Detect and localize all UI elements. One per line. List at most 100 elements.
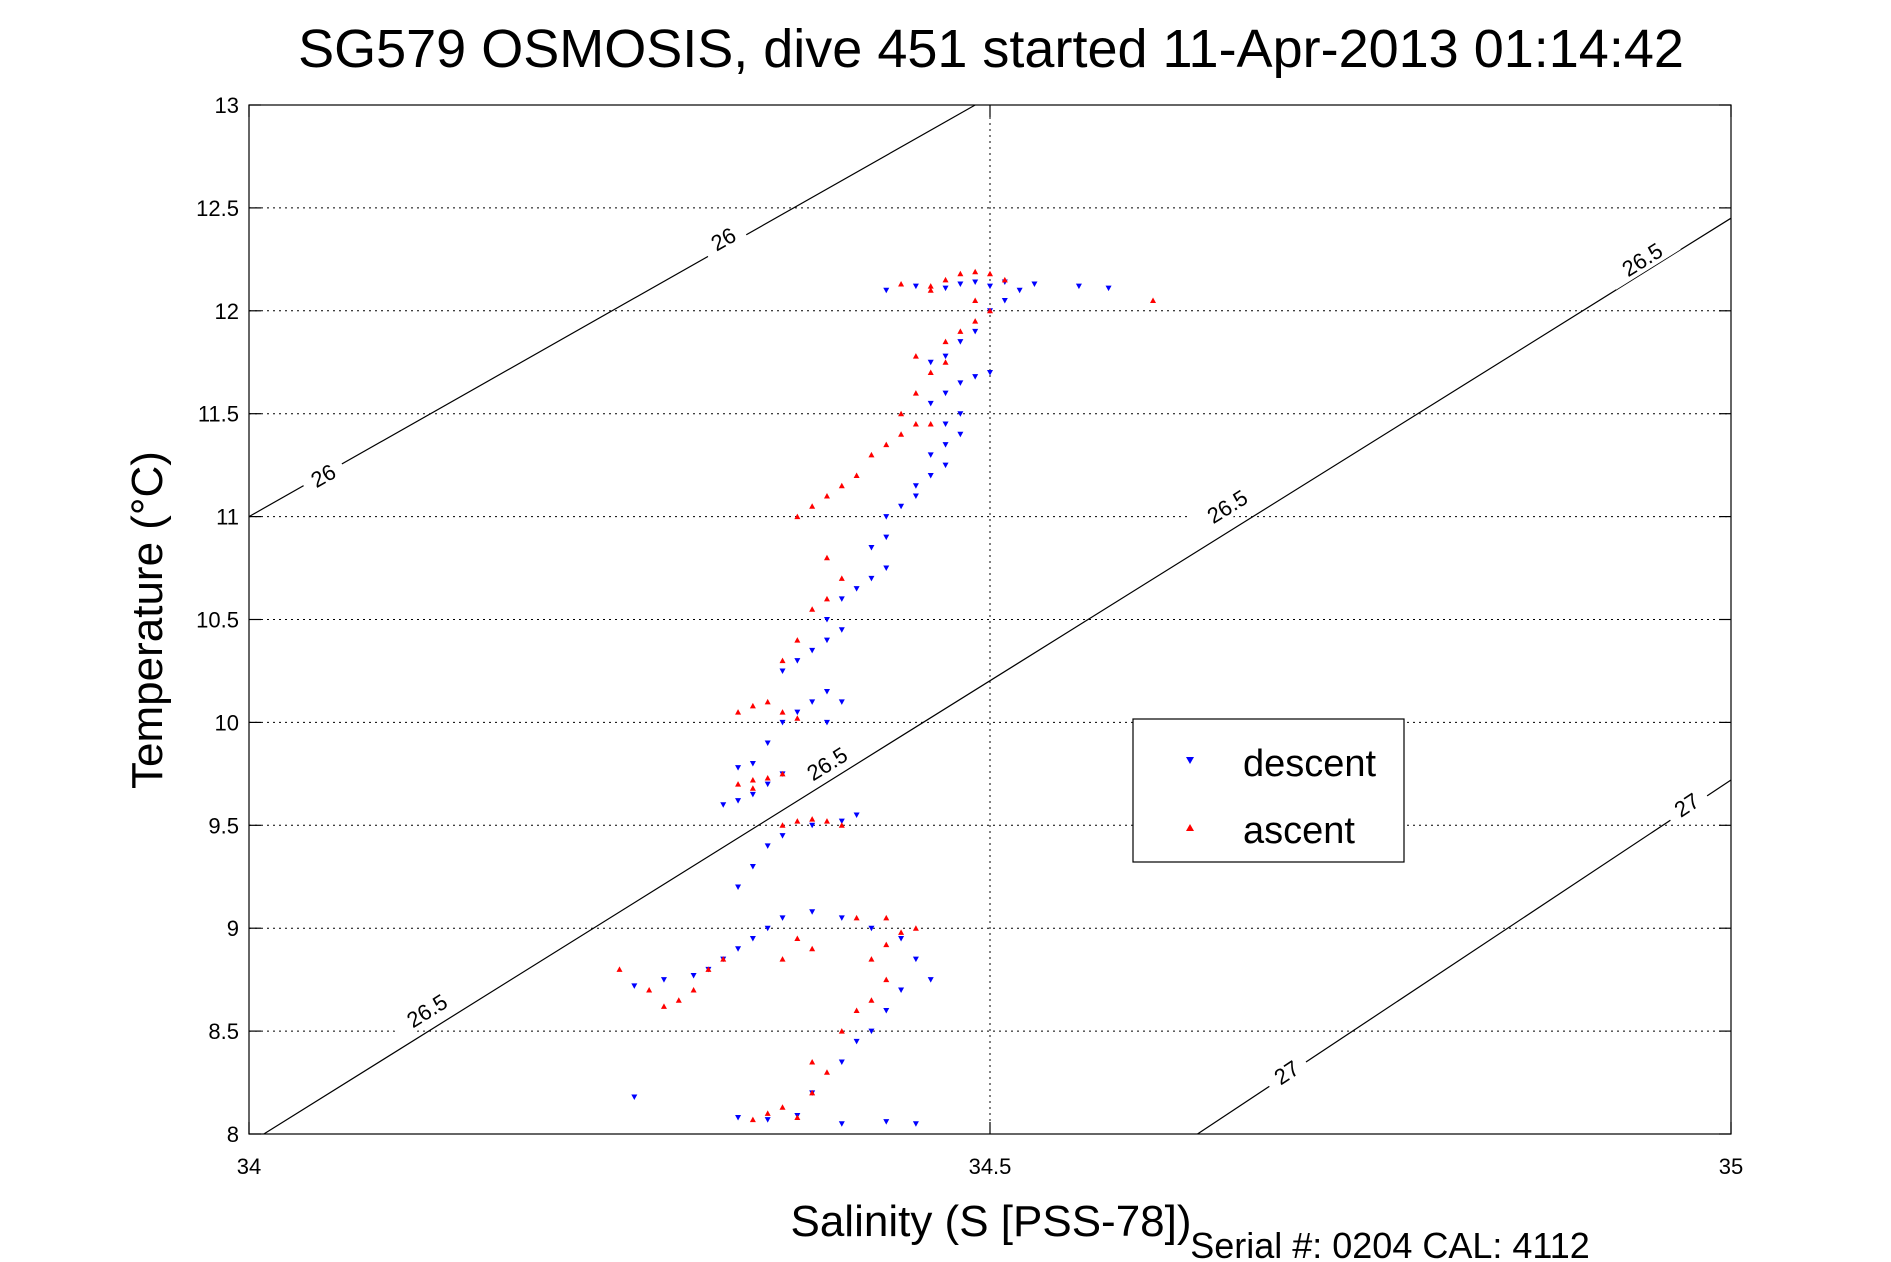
contour-label-backdrop <box>787 731 866 794</box>
ascent-point <box>794 637 801 643</box>
ascent-point <box>883 941 890 948</box>
descent-point <box>868 1028 875 1035</box>
ascent-point <box>972 268 979 275</box>
descent-point <box>912 493 919 500</box>
ascent-point <box>794 715 801 721</box>
ascent-point <box>987 307 993 314</box>
legend: descent ascent <box>1132 718 1405 863</box>
ascent-point <box>853 914 860 921</box>
ascent-point <box>823 1069 830 1075</box>
descent-point <box>912 956 919 963</box>
ascent-point <box>720 956 727 962</box>
y-tick-label: 10.5 <box>196 608 239 633</box>
descent-point <box>631 983 638 989</box>
descent-point <box>957 411 964 417</box>
ascent-point <box>1001 276 1008 283</box>
descent-point <box>823 719 830 726</box>
ascent-point <box>779 770 786 777</box>
ascent-point <box>675 997 682 1003</box>
descent-point <box>809 822 816 829</box>
ascent-point <box>809 816 816 822</box>
contour-label-backdrop <box>1660 780 1712 827</box>
descent-point <box>957 281 964 288</box>
y-tick-label: 8 <box>227 1122 239 1147</box>
ascent-point <box>735 781 742 787</box>
descent-point <box>987 370 993 376</box>
ascent-point <box>823 595 830 602</box>
descent-point <box>927 452 934 458</box>
x-tick-label: 34.5 <box>969 1154 1012 1179</box>
descent-point <box>631 1094 638 1100</box>
descent-point <box>779 915 786 921</box>
descent-point <box>942 390 949 397</box>
descent-point <box>942 285 949 292</box>
ascent-point <box>942 338 949 345</box>
descent-point <box>823 617 830 623</box>
descent-point <box>912 283 919 290</box>
ascent-point <box>838 482 845 489</box>
descent-point <box>764 740 771 746</box>
descent-point <box>735 1115 742 1121</box>
legend-descent-marker <box>1186 757 1194 764</box>
x-tick-label: 34 <box>237 1154 261 1179</box>
serial-cal-footer: Serial #: 0204 CAL: 4112 <box>1190 1225 1590 1262</box>
axis-ticks: 34 34.5 35 8 8.5 9 9.5 10 10.5 11 11.5 12 12.5 13 <box>196 93 1743 1179</box>
y-tick-label: 11.5 <box>198 402 239 427</box>
ascent-point <box>1150 297 1157 304</box>
descent-point <box>957 339 964 345</box>
ascent-point <box>972 318 979 324</box>
ascent-point <box>823 818 830 824</box>
ascent-point <box>794 513 801 520</box>
ascent-point <box>779 1104 786 1110</box>
ascent-point <box>898 431 905 437</box>
ascent-point <box>838 1028 845 1034</box>
descent-point <box>898 935 905 942</box>
descent-point <box>972 374 979 380</box>
ascent-point <box>927 283 934 289</box>
ascent-point <box>838 822 845 828</box>
ascent-point <box>779 822 786 828</box>
ascent-point <box>883 441 890 448</box>
descent-point <box>1016 287 1023 294</box>
ascent-point <box>749 1116 756 1123</box>
descent-point <box>749 791 756 798</box>
data-points <box>616 268 1157 1127</box>
density-contour-line <box>263 217 1732 1135</box>
descent-point <box>942 421 949 427</box>
descent-point <box>1031 281 1038 288</box>
descent-point <box>779 668 786 674</box>
descent-point <box>853 812 860 819</box>
ascent-point <box>942 359 949 365</box>
contour-label-backdrop <box>297 452 349 497</box>
descent-point <box>912 483 919 489</box>
ascent-point <box>779 657 786 664</box>
legend-box <box>1132 718 1405 863</box>
y-tick-label: 9.5 <box>208 813 239 838</box>
legend-ascent-label: ascent <box>1243 810 1355 852</box>
legend-descent-label: descent <box>1243 743 1377 785</box>
descent-point <box>823 689 830 695</box>
ascent-point <box>912 925 919 931</box>
ascent-point <box>898 281 905 287</box>
ascent-point <box>838 575 845 581</box>
descent-point <box>927 977 934 983</box>
ascent-point <box>705 966 712 972</box>
ascent-point <box>735 709 742 715</box>
ascent-point <box>912 390 919 396</box>
descent-point <box>898 987 905 993</box>
ascent-point <box>779 956 786 962</box>
descent-point <box>883 534 890 541</box>
y-tick-label: 11 <box>216 505 239 530</box>
descent-point <box>898 503 905 510</box>
ascent-point <box>868 451 875 458</box>
grid <box>249 105 1731 1134</box>
descent-point <box>764 1117 771 1123</box>
descent-point <box>957 431 964 438</box>
ascent-point <box>690 986 697 993</box>
descent-point <box>779 719 786 726</box>
ascent-point <box>868 956 875 962</box>
ascent-point <box>927 420 934 427</box>
descent-point <box>749 761 756 767</box>
ascent-point <box>616 966 623 972</box>
